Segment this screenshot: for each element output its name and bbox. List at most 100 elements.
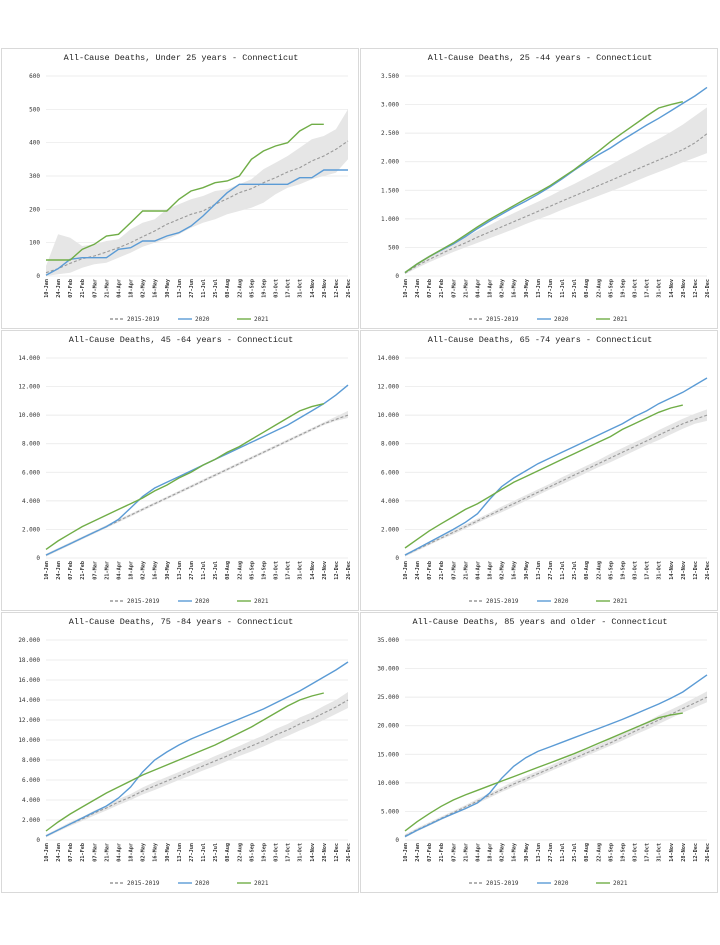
y-tick-label: 18.000 [18,657,40,664]
x-tick-label: 25-Jul [213,279,219,298]
y-tick-label: 14.000 [18,355,40,362]
x-tick-label: 03-Oct [274,561,280,580]
legend-label: 2015-2019 [486,880,519,887]
baseline-series [45,699,349,837]
x-tick-label: 22-Aug [237,561,243,580]
series-2020 [404,377,708,556]
x-tick-label: 19-Sep [261,843,267,862]
y-tick-label: 6.000 [381,469,399,476]
chart-under-25: All-Cause Deaths, Under 25 years - Conne… [29,53,352,323]
x-tick-label: 18-Apr [488,279,494,298]
y-tick-label: 400 [29,140,40,147]
x-tick-label: 16-May [512,561,518,580]
x-tick-label: 03-Oct [633,561,639,580]
y-tick-label: 0 [36,273,40,280]
y-tick-label: 2.000 [22,526,40,533]
legend-label: 2020 [195,880,210,887]
x-tick-label: 10-Jan [403,561,409,580]
legend-label: 2015-2019 [127,598,160,605]
x-tick-label: 07-Feb [68,843,74,862]
x-tick-label: 17-Oct [286,843,292,862]
x-tick-label: 21-Feb [439,279,445,298]
chart-panel-45-64: All-Cause Deaths, 45 -64 years - Connect… [1,330,359,611]
x-tick-label: 21-Mar [104,279,110,298]
chart-title: All-Cause Deaths, 85 years and older - C… [412,617,667,627]
y-tick-label: 500 [388,244,399,251]
y-tick-label: 5.000 [381,808,399,815]
x-tick-label: 26-Dec [705,279,711,298]
chart-title: All-Cause Deaths, 45 -64 years - Connect… [69,335,293,345]
chart-panel-65-74: All-Cause Deaths, 65 -74 years - Connect… [360,330,718,611]
x-tick-label: 25-Jul [572,561,578,580]
x-tick-label: 26-Dec [346,843,352,862]
x-tick-label: 14-Nov [310,561,316,580]
range-band-2015-2019 [46,109,348,276]
series-2020 [45,661,349,837]
x-tick-label: 27-Jun [548,843,554,862]
y-tick-label: 8.000 [22,441,40,448]
x-tick-label: 02-May [500,843,506,862]
x-tick-label: 22-Aug [596,561,602,580]
x-tick-label: 31-Oct [298,843,304,862]
x-tick-label: 12-Dec [693,279,699,298]
x-tick-label: 18-Apr [129,561,135,580]
chart-panel-25-44: All-Cause Deaths, 25 -44 years - Connect… [360,48,718,329]
legend-label: 2021 [254,316,269,323]
x-tick-label: 18-Apr [129,279,135,298]
y-tick-label: 0 [395,273,399,280]
x-tick-label: 05-Sep [249,843,255,862]
y-tick-label: 2.000 [381,526,399,533]
x-tick-label: 12-Dec [334,561,340,580]
x-tick-label: 16-May [153,279,159,298]
x-tick-label: 30-May [165,561,171,580]
x-tick-label: 11-Jul [201,843,207,862]
y-tick-label: 25.000 [377,694,399,701]
legend-label: 2021 [613,880,628,887]
x-tick-label: 13-Jun [536,561,542,580]
x-tick-label: 07-Mar [92,843,98,862]
x-tick-label: 03-Oct [633,843,639,862]
y-tick-label: 1.500 [381,187,399,194]
x-tick-label: 07-Feb [427,843,433,862]
x-tick-label: 24-Jan [56,561,62,580]
x-tick-label: 31-Oct [657,279,663,298]
baseline-series [45,140,349,274]
x-tick-label: 07-Mar [451,561,457,580]
y-tick-label: 4.000 [381,498,399,505]
x-tick-label: 12-Dec [693,843,699,862]
series-2021 [45,403,324,550]
series-2021 [46,123,324,261]
x-tick-label: 16-May [512,279,518,298]
x-tick-label: 02-May [141,843,147,862]
x-tick-label: 18-Apr [129,843,135,862]
chart-title: All-Cause Deaths, 75 -84 years - Connect… [69,617,293,627]
x-tick-label: 05-Sep [249,279,255,298]
y-tick-label: 8.000 [381,441,399,448]
x-tick-label: 02-May [141,279,147,298]
x-tick-label: 08-Aug [584,561,590,580]
x-tick-label: 04-Apr [116,561,122,580]
x-tick-label: 26-Dec [705,843,711,862]
y-tick-label: 2.500 [381,130,399,137]
x-tick-label: 11-Jul [201,561,207,580]
x-tick-label: 02-May [141,561,147,580]
x-tick-label: 19-Sep [261,279,267,298]
chart-panel-75-84: All-Cause Deaths, 75 -84 years - Connect… [1,612,359,893]
legend-label: 2015-2019 [486,598,519,605]
x-tick-label: 05-Sep [249,561,255,580]
series-2021 [404,101,683,274]
x-tick-label: 26-Dec [705,561,711,580]
legend-label: 2021 [254,880,269,887]
x-tick-label: 28-Nov [681,279,687,298]
y-tick-label: 35.000 [377,637,399,644]
x-tick-label: 05-Sep [608,279,614,298]
range-band-2015-2019 [46,692,348,838]
chart-65-74: All-Cause Deaths, 65 -74 years - Connect… [377,335,711,605]
y-tick-label: 0 [395,837,399,844]
y-tick-label: 15.000 [377,751,399,758]
x-tick-label: 24-Jan [415,843,421,862]
legend-label: 2020 [195,598,210,605]
y-tick-label: 3.500 [381,73,399,80]
x-tick-label: 31-Oct [298,279,304,298]
x-tick-label: 25-Jul [572,279,578,298]
